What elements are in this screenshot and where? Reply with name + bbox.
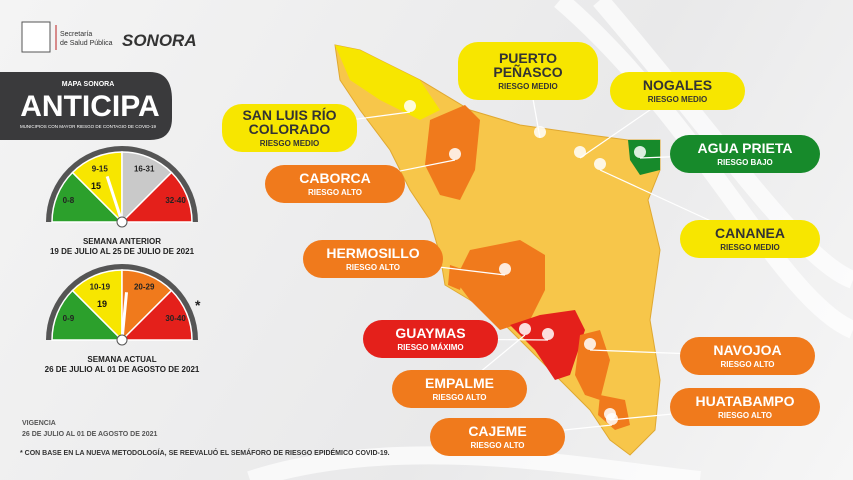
gauge-segment	[120, 171, 193, 223]
gauge-needle	[105, 175, 124, 223]
gauge-segment-label: 9-15	[92, 164, 109, 173]
title-box	[0, 72, 172, 140]
title-sub: MUNICIPIOS CON MAYOR RIESGO DE CONTAGIO …	[20, 124, 157, 129]
map-pin	[584, 338, 596, 350]
risk-level: RIESGO ALTO	[345, 263, 401, 272]
gauge-dates: 26 DE JULIO AL 01 DE AGOSTO DE 2021	[45, 365, 200, 374]
region-hermosillo	[455, 240, 545, 330]
agency: de Salud Pública	[60, 40, 113, 47]
municipality-name: NOGALES	[642, 77, 713, 93]
map-pin	[449, 148, 461, 160]
map-pin	[542, 328, 554, 340]
title-main: ANTICIPA	[20, 90, 159, 123]
gauge-value: 19	[97, 299, 107, 309]
validity: 26 DE JULIO AL 01 DE AGOSTO DE 2021	[22, 431, 157, 438]
map-pin	[404, 100, 416, 112]
municipality-callout: CANANEA RIESGO MEDIO	[680, 220, 820, 258]
validity-label: VIGENCIA	[22, 420, 56, 427]
region-yellow	[335, 45, 440, 120]
municipality-name: PUERTO PEÑASCO	[493, 50, 563, 80]
gauge-segment-label: 20-29	[134, 282, 155, 291]
municipality-callout: NAVOJOA RIESGO ALTO	[680, 337, 815, 375]
region-island	[448, 265, 465, 290]
footnote: * CON BASE EN LA NUEVA METODOLOGÍA, SE R…	[20, 448, 390, 457]
risk-level: RIESGO ALTO	[307, 188, 363, 197]
municipality-callout: AGUA PRIETA RIESGO BAJO	[670, 135, 820, 173]
gauge-value: 15	[91, 181, 101, 191]
gauge-segment-label: 30-40	[165, 314, 186, 323]
risk-level: RIESGO ALTO	[432, 393, 487, 402]
municipality-callout: CABORCA RIESGO ALTO	[265, 165, 405, 203]
logo-seal	[21, 21, 51, 53]
risk-level: RIESGO ALTO	[717, 411, 773, 420]
gauge-segment-label: 32-40	[165, 196, 186, 205]
risk-level: RIESGO MEDIO	[498, 82, 558, 91]
gauge-segment	[120, 289, 193, 341]
gauge-hub	[116, 334, 128, 346]
risk-level: RIESGO MEDIO	[647, 95, 708, 104]
municipality-callout: PUERTO PEÑASCO RIESGO MEDIO	[458, 42, 598, 100]
municipality-name: EMPALME	[425, 375, 494, 391]
region-cajeme	[575, 330, 610, 400]
risk-level: RIESGO MÁXIMO	[397, 343, 464, 352]
municipality-name: NAVOJOA	[713, 342, 782, 358]
municipality-name: HERMOSILLO	[326, 245, 420, 261]
risk-level: RIESGO MEDIO	[720, 243, 780, 252]
municipality-name: GUAYMAS	[395, 325, 466, 341]
municipality-callout: HUATABAMPO RIESGO ALTO	[670, 388, 820, 426]
title-kicker: MAPA SONORA	[62, 81, 115, 88]
agency: Secretaría	[60, 31, 92, 38]
gauge-label: SEMANA ACTUAL	[87, 355, 156, 364]
map-pin	[499, 263, 511, 275]
risk-level: RIESGO ALTO	[720, 360, 775, 369]
gauge-needle	[120, 292, 129, 341]
municipality-name: CABORCA	[299, 170, 371, 186]
municipality-name: HUATABAMPO	[695, 393, 795, 409]
municipality-name: SAN LUIS RÍO COLORADO	[242, 107, 337, 137]
map-pin	[634, 146, 646, 158]
municipality-callout: SAN LUIS RÍO COLORADO RIESGO MEDIO	[222, 104, 357, 152]
gauge-dates: 19 DE JULIO AL 25 DE JULIO DE 2021	[50, 247, 195, 256]
gauge-segment-label: 0-9	[63, 314, 75, 323]
brand: SONORA	[122, 31, 197, 50]
municipality-name: CANANEA	[715, 225, 785, 241]
map-pin	[574, 146, 586, 158]
gauge-segment-label: 16-31	[134, 164, 155, 173]
gauge-hub	[116, 216, 128, 228]
municipality-name: CAJEME	[468, 423, 527, 439]
municipality-callout: HERMOSILLO RIESGO ALTO	[303, 240, 443, 278]
gauge-segment-label: 10-19	[90, 282, 111, 291]
gauge-label: SEMANA ANTERIOR	[83, 237, 161, 246]
municipality-callout: CAJEME RIESGO ALTO	[430, 418, 565, 456]
map-pin	[534, 126, 546, 138]
map-pin	[519, 323, 531, 335]
municipality-callout: NOGALES RIESGO MEDIO	[610, 72, 745, 110]
map-pin	[594, 158, 606, 170]
risk-level: RIESGO BAJO	[717, 158, 773, 167]
map-pin	[606, 413, 618, 425]
bg-curve	[247, 0, 853, 480]
risk-level: RIESGO ALTO	[470, 441, 525, 450]
gauge-segment-label: 0-8	[63, 196, 75, 205]
municipality-callout: GUAYMAS RIESGO MÁXIMO	[363, 320, 498, 358]
municipality-name: AGUA PRIETA	[697, 140, 793, 156]
municipality-callout: EMPALME RIESGO ALTO	[392, 370, 527, 408]
gauge-mark: *	[195, 297, 201, 313]
risk-level: RIESGO MEDIO	[259, 139, 320, 148]
